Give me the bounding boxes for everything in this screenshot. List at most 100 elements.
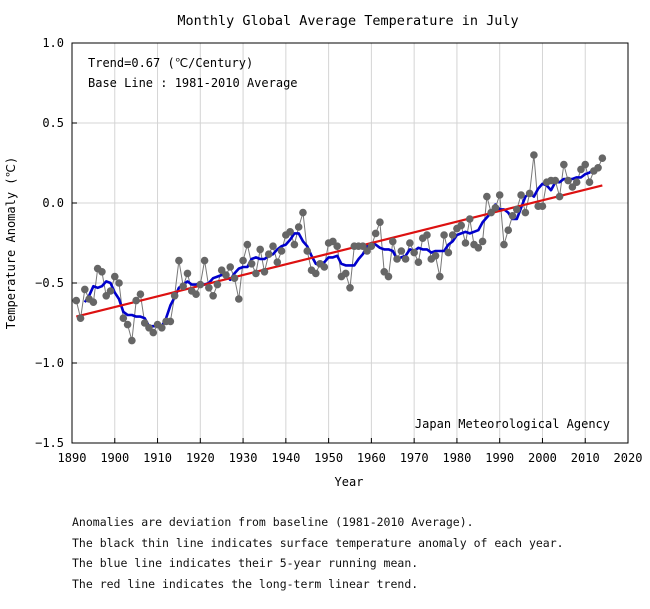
- annual-data-point: [436, 272, 444, 281]
- annual-data-point: [235, 295, 243, 303]
- annual-data-point: [371, 229, 380, 238]
- annual-data-point: [286, 228, 294, 236]
- x-tick-label: 1960: [357, 451, 386, 465]
- annual-data-point: [393, 255, 401, 263]
- annual-data-point: [226, 263, 235, 271]
- annual-data-point: [115, 279, 123, 287]
- x-tick-label: 2010: [571, 451, 600, 465]
- annual-data-point: [123, 320, 132, 329]
- annual-data-point: [410, 248, 418, 257]
- note-line: Anomalies are deviation from baseline (1…: [72, 515, 474, 529]
- annual-data-point: [132, 296, 140, 305]
- grid: [72, 43, 628, 443]
- annual-data-point: [294, 223, 303, 231]
- annual-data-point: [483, 192, 491, 201]
- annual-data-point: [247, 260, 256, 268]
- note-line: The blue line indicates their 5-year run…: [72, 556, 419, 570]
- annual-data-point: [525, 189, 534, 198]
- annual-data-point: [346, 284, 354, 292]
- annual-data-point: [260, 268, 269, 276]
- annual-data-point: [89, 298, 98, 307]
- x-tick-label: 2000: [528, 451, 557, 465]
- x-tick-label: 1980: [442, 451, 471, 465]
- annual-data-point: [598, 154, 607, 162]
- annual-data-point: [560, 160, 568, 169]
- annual-data-point: [277, 247, 286, 255]
- annual-data-point: [119, 314, 128, 323]
- annual-data-point: [495, 191, 504, 199]
- annual-data-point: [196, 280, 205, 289]
- annual-data-point: [192, 290, 200, 299]
- annual-data-point: [461, 239, 470, 247]
- annual-data-point: [98, 268, 106, 276]
- annual-data-point: [179, 282, 187, 291]
- annual-data-point: [273, 258, 282, 267]
- x-tick-label: 1910: [143, 451, 172, 465]
- annual-data-point: [290, 240, 299, 249]
- x-tick-label: 1890: [58, 451, 87, 465]
- annual-data-point: [264, 250, 273, 258]
- source-annotation: Japan Meteorological Agency: [415, 417, 610, 431]
- annual-data-point: [303, 247, 312, 255]
- annual-data-point: [252, 269, 260, 278]
- note-line: The red line indicates the long-term lin…: [72, 576, 419, 591]
- annual-data-point: [538, 202, 547, 210]
- x-axis-label: Year: [335, 475, 364, 489]
- annual-data-point: [564, 176, 572, 185]
- annual-data-point: [243, 240, 252, 249]
- annual-data-point: [551, 176, 560, 185]
- x-tick-label: 1940: [271, 451, 300, 465]
- annual-data-point: [256, 245, 264, 254]
- annual-data-point: [397, 247, 406, 255]
- annual-data-point: [572, 178, 581, 186]
- annual-data-point: [431, 252, 440, 260]
- annual-data-point: [158, 324, 166, 332]
- x-tick-label: 1920: [186, 451, 215, 465]
- annual-data-point: [183, 269, 192, 278]
- trend-line: [76, 184, 603, 318]
- chart-notes: Anomalies are deviation from baseline (1…: [72, 512, 564, 594]
- x-tick-label: 1970: [400, 451, 429, 465]
- annual-data-point: [376, 218, 384, 226]
- annual-data-point: [478, 237, 487, 246]
- annual-data-point: [504, 226, 513, 234]
- temperature-chart: Monthly Global Average Temperature in Ju…: [4, 13, 643, 489]
- baseline-annotation: Base Line : 1981-2010 Average: [88, 76, 298, 90]
- x-tick-label: 2020: [614, 451, 643, 465]
- annual-data-point: [367, 242, 376, 250]
- trend-annotation: Trend=0.67 (℃/Century): [88, 56, 253, 70]
- annual-data-point: [444, 248, 453, 257]
- series-layer: [72, 151, 607, 345]
- x-axis-ticks: 1890 1900 1910 1920 1930 1940 1950 1960 1970 1980…: [58, 438, 643, 465]
- annual-data-point: [500, 240, 508, 249]
- annual-data-point: [440, 231, 448, 239]
- annual-data-point: [585, 178, 594, 186]
- annual-data-point: [110, 272, 119, 281]
- annual-data-point: [170, 292, 179, 300]
- annual-data-point: [406, 239, 414, 247]
- annual-data-point: [491, 204, 500, 212]
- annual-data-point: [513, 205, 521, 214]
- annual-data-point: [594, 164, 602, 172]
- annual-data-point: [213, 280, 222, 289]
- annual-data-point: [517, 191, 525, 199]
- chart-title: Monthly Global Average Temperature in Ju…: [177, 13, 518, 29]
- x-tick-label: 1950: [314, 451, 343, 465]
- note-line: The black thin line indicates surface te…: [72, 535, 564, 550]
- x-tick-label: 1990: [485, 451, 514, 465]
- y-tick-label: 0.5: [42, 116, 64, 130]
- plot-frame: [71, 42, 629, 444]
- x-tick-label: 1930: [229, 451, 258, 465]
- annual-data-point: [457, 221, 466, 230]
- y-axis-ticks: 1.0 0.5 0.0 −0.5 −1.0 −1.5: [35, 36, 77, 450]
- y-tick-label: 1.0: [42, 36, 64, 50]
- y-tick-label: −1.0: [35, 356, 64, 370]
- annual-data-point: [333, 242, 341, 250]
- y-tick-label: −0.5: [35, 276, 64, 290]
- annual-data-point: [311, 269, 320, 278]
- annual-data-point: [106, 287, 115, 295]
- running-mean-line: [83, 168, 595, 328]
- annual-data-point: [465, 215, 474, 223]
- annual-data-point: [388, 237, 397, 246]
- annual-data-point: [508, 212, 517, 220]
